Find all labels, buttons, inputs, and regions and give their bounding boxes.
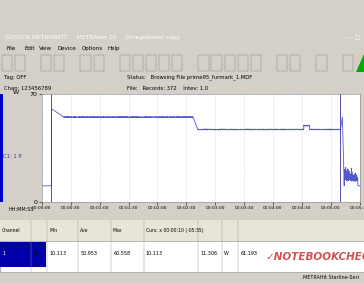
Text: File: File bbox=[7, 46, 16, 51]
Text: 1: 1 bbox=[2, 251, 5, 256]
Text: Device: Device bbox=[58, 46, 76, 51]
Text: 60.558: 60.558 bbox=[113, 251, 130, 256]
Text: Edit: Edit bbox=[25, 46, 35, 51]
Text: 10.113: 10.113 bbox=[50, 251, 67, 256]
Text: View: View bbox=[39, 46, 52, 51]
Bar bbox=[0, 94, 3, 202]
Bar bbox=[238, 55, 248, 70]
Bar bbox=[2, 55, 12, 70]
Text: METRAHit Starline-Seri: METRAHit Starline-Seri bbox=[302, 275, 359, 280]
Bar bbox=[172, 55, 182, 70]
Text: Status:   Browsing File prime95_furmark_1.MDF: Status: Browsing File prime95_furmark_1.… bbox=[127, 75, 253, 80]
Text: Tag: OFF: Tag: OFF bbox=[4, 75, 27, 80]
Text: —   □   ✕: — □ ✕ bbox=[344, 35, 364, 40]
Bar bbox=[277, 55, 287, 70]
Text: Options: Options bbox=[82, 46, 103, 51]
Text: 10.113: 10.113 bbox=[146, 251, 163, 256]
Text: Max: Max bbox=[113, 228, 122, 233]
Text: Chan: 123456789: Chan: 123456789 bbox=[4, 86, 52, 91]
Bar bbox=[133, 55, 143, 70]
Bar bbox=[211, 55, 222, 70]
Text: ✓NOTEBOOKCHECK: ✓NOTEBOOKCHECK bbox=[266, 252, 364, 262]
Text: 61.193: 61.193 bbox=[241, 251, 258, 256]
Text: HH:MM:SS: HH:MM:SS bbox=[8, 207, 34, 212]
Bar bbox=[251, 55, 261, 70]
Bar bbox=[80, 55, 91, 70]
Text: W: W bbox=[224, 251, 229, 256]
Bar bbox=[120, 55, 130, 70]
Bar bbox=[54, 55, 64, 70]
Text: Min: Min bbox=[49, 228, 57, 233]
Text: W: W bbox=[13, 90, 19, 95]
Bar bbox=[146, 55, 156, 70]
Bar bbox=[316, 55, 327, 70]
Bar bbox=[41, 55, 51, 70]
Bar bbox=[15, 55, 25, 70]
Bar bbox=[198, 55, 209, 70]
Text: GOSSEN METRAWATT     METRAwin 10     Unregistered copy: GOSSEN METRAWATT METRAwin 10 Unregistere… bbox=[5, 35, 180, 40]
Bar bbox=[290, 55, 300, 70]
Text: 50.953: 50.953 bbox=[80, 251, 98, 256]
Text: Help: Help bbox=[107, 46, 120, 51]
Text: 11.306: 11.306 bbox=[201, 251, 218, 256]
Text: Ave: Ave bbox=[80, 228, 88, 233]
Bar bbox=[94, 55, 104, 70]
Text: W: W bbox=[33, 251, 38, 256]
Text: Channel: Channel bbox=[2, 228, 20, 233]
Bar bbox=[159, 55, 169, 70]
Text: C1: 1 P: C1: 1 P bbox=[3, 154, 21, 159]
Bar bbox=[0, 242, 46, 267]
Text: Curs: x 00:00:10 (-05:35): Curs: x 00:00:10 (-05:35) bbox=[146, 228, 203, 233]
Polygon shape bbox=[356, 54, 364, 72]
Bar bbox=[225, 55, 235, 70]
Bar bbox=[0, 220, 364, 241]
Bar bbox=[343, 55, 353, 70]
Text: File:   Records: 372    Intev: 1.0: File: Records: 372 Intev: 1.0 bbox=[127, 86, 209, 91]
